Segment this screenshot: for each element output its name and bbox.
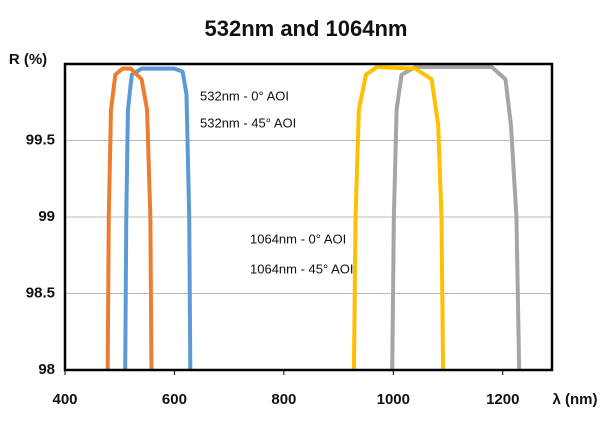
x-tick-label: 800	[271, 391, 296, 408]
y-tick-label: 99.5	[26, 131, 55, 148]
y-tick-label: 98	[38, 361, 55, 378]
y-tick-label: 98.5	[26, 284, 55, 301]
series-line	[351, 65, 446, 371]
chart-title: 532nm and 1064nm	[205, 16, 408, 41]
x-tick-label: 600	[162, 391, 187, 408]
plot-frame	[63, 62, 554, 372]
x-tick-label: 1200	[486, 391, 519, 408]
series-line	[105, 66, 154, 371]
x-axis-label: λ (nm)	[553, 391, 598, 408]
legend-label: 1064nm - 0° AOI	[250, 231, 346, 246]
y-tick-label: 99	[38, 208, 55, 225]
x-tick-label: 400	[52, 391, 77, 408]
y-axis-label: R (%)	[9, 51, 47, 68]
legend-label: 1064nm - 45° AOI	[250, 261, 353, 276]
legend-label: 532nm - 45° AOI	[200, 115, 296, 130]
legend-label: 532nm - 0° AOI	[200, 88, 289, 103]
x-tick-label: 1000	[377, 391, 410, 408]
series-line	[123, 66, 193, 371]
series-line	[390, 65, 522, 371]
